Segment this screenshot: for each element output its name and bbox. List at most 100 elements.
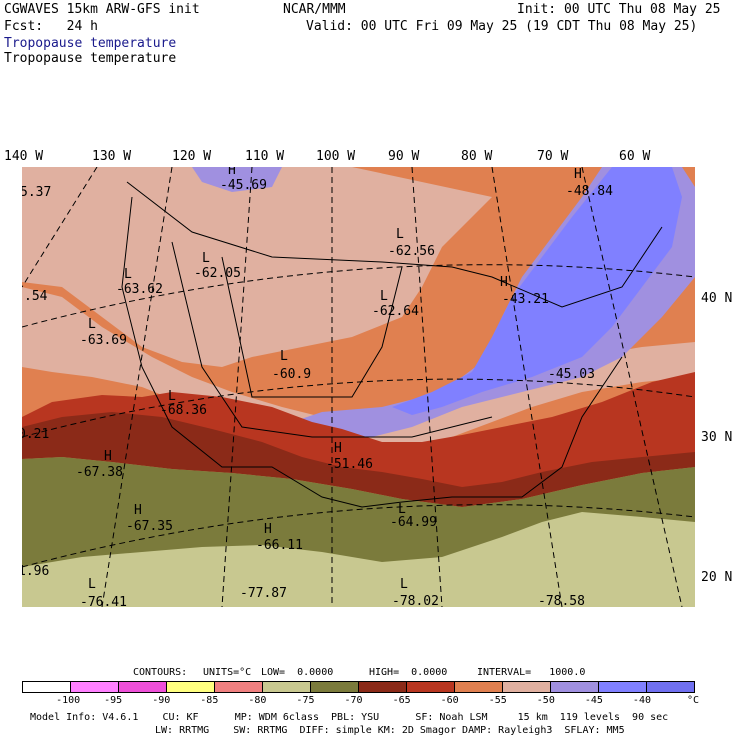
legend-swatch [407,682,455,692]
political-boundaries [121,181,663,508]
lat-label: 40 N [701,291,733,306]
lon-label: 90 W [388,149,420,164]
center-name: NCAR/MMM [283,2,346,17]
map-label: -67.35 [126,519,173,534]
map-label: H [500,275,508,290]
field-band-pink [22,167,352,262]
init-time: Init: 00 UTC Thu 08 May 25 [517,2,721,17]
legend-swatch [119,682,167,692]
lon-label: 100 W [316,149,356,164]
model-title: CGWAVES 15km ARW-GFS init [4,2,200,17]
field-band-blue [392,167,682,415]
lat-label: 20 N [701,570,733,585]
contour-interval: INTERVAL= 1000.0 [477,667,586,678]
map-label: -64.99 [390,515,437,530]
map-label: -63.62 [116,282,163,297]
field-band-red [22,372,695,507]
map-label: L [396,227,404,242]
map-label: -48.84 [566,184,613,199]
color-legend [22,681,695,693]
map-label: -68.36 [160,403,207,418]
map-label: -63.69 [80,333,127,348]
graticule [22,167,695,607]
contour-low: LOW= 0.0000 [261,667,334,678]
legend-swatch [599,682,647,692]
map-label: -62.56 [388,244,435,259]
map-label: L [124,267,132,282]
legend-swatch [647,682,694,692]
map-label: L [202,251,210,266]
field-band-darkred [22,412,695,507]
map-label: -43.21 [502,292,549,307]
map-label: -76.41 [80,595,127,607]
legend-tick-label: -50 [536,695,555,706]
map-label: H [264,522,272,537]
legend-tick-label: -55 [488,695,507,706]
forecast-hour: Fcst: 24 h [4,19,98,34]
model-info-line2: LW: RRTMG SW: RRTMG DIFF: simple KM: 2D … [155,725,625,736]
map-label: -60.9 [272,367,312,382]
legend-tick-label: -85 [200,695,219,706]
legend-tick-label: -70 [344,695,363,706]
map-label: -66.11 [256,538,303,553]
map-label: L [400,577,408,592]
map-label: -77.87 [240,586,287,601]
legend-swatch [503,682,551,692]
map-label: L [168,389,176,404]
map-svg [22,167,695,607]
field-band-lavender [192,167,282,192]
legend-swatch [71,682,119,692]
contour-label: CONTOURS: [133,667,188,678]
legend-swatch [263,682,311,692]
map-label: H [134,503,142,518]
map-label: L [280,349,288,364]
legend-tick-label: -80 [248,695,267,706]
legend-swatch [215,682,263,692]
valid-time: Valid: 00 UTC Fri 09 May 25 (19 CDT Thu … [306,19,698,34]
lon-label: 60 W [619,149,651,164]
legend-tick-label: -40 [632,695,651,706]
legend-tick-label: -60 [440,695,459,706]
legend-swatch [551,682,599,692]
legend-tick-label: -45 [584,695,603,706]
map-label: L [88,317,96,332]
legend-tick-label: -100 [56,695,81,706]
legend-tick-label: -65 [392,695,411,706]
map-label: -62.05 [194,266,241,281]
map-label: H [104,449,112,464]
map-label: H [334,441,342,456]
map-label: 5.37 [22,185,52,200]
map-label: -62.64 [372,304,419,319]
map-label: -45.03 [548,367,595,382]
lon-label: 140 W [4,149,44,164]
lat-label: 30 N [701,430,733,445]
lon-label: 110 W [245,149,285,164]
map-label: -78.58 [538,594,585,607]
legend-tick-label: -90 [152,695,171,706]
map-panel: H -45.69 H -48.84 5.37 L -62.56 L -62.05… [22,167,695,607]
map-label: L [88,577,96,592]
lon-label: 70 W [537,149,569,164]
legend-swatch [167,682,215,692]
map-label: -67.38 [76,465,123,480]
map-label: 0.21 [22,427,50,442]
map-label: L [380,289,388,304]
legend-swatch [311,682,359,692]
legend-swatch [359,682,407,692]
legend-swatch [455,682,503,692]
legend-unit: °C [687,695,700,706]
map-label: 1.96 [22,564,50,579]
map-label: -51.46 [326,457,373,472]
map-label: H [228,167,236,178]
field-colored-name: Tropopause temperature [4,36,177,51]
map-label: H [574,167,582,182]
field-band-khaki [22,512,695,607]
map-label: -78.02 [392,594,439,607]
map-label: -45.69 [220,178,267,193]
lon-label: 120 W [172,149,212,164]
map-label: .54 [24,289,48,304]
map-label: L [398,502,406,517]
contour-high: HIGH= 0.0000 [369,667,448,678]
legend-tick-label: -95 [104,695,123,706]
field-contour-name: Tropopause temperature [4,51,177,66]
